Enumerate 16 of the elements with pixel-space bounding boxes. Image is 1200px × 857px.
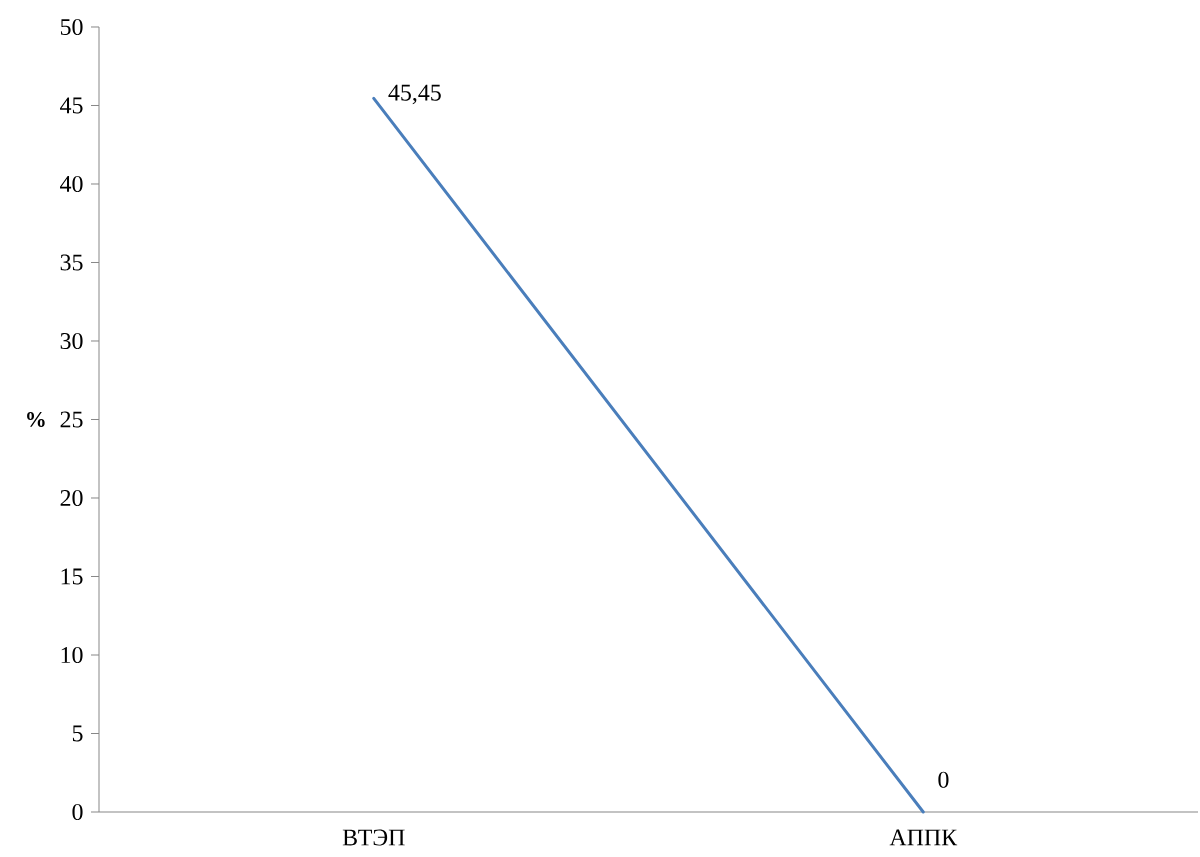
x-tick-label: ВТЭП — [342, 829, 405, 846]
y-tick-label: 40 — [60, 175, 83, 193]
y-tick-label: 10 — [61, 646, 83, 664]
x-tick-label: АППК — [889, 829, 958, 846]
y-tick-label: 35 — [60, 254, 83, 271]
data-label: 0 — [938, 771, 949, 788]
y-tick-label: 50 — [60, 18, 83, 36]
y-tick-label: 15 — [61, 568, 83, 585]
y-tick-label: 30 — [60, 332, 83, 350]
y-tick-label: 45 — [60, 97, 83, 114]
y-tick-label: 20 — [60, 489, 83, 507]
y-tick-label: 25 — [60, 411, 83, 428]
y-axis-title: % — [27, 412, 45, 427]
y-tick-label: 0 — [72, 803, 83, 821]
data-label: 45,45 — [388, 84, 441, 105]
y-tick-label: 5 — [72, 725, 83, 742]
